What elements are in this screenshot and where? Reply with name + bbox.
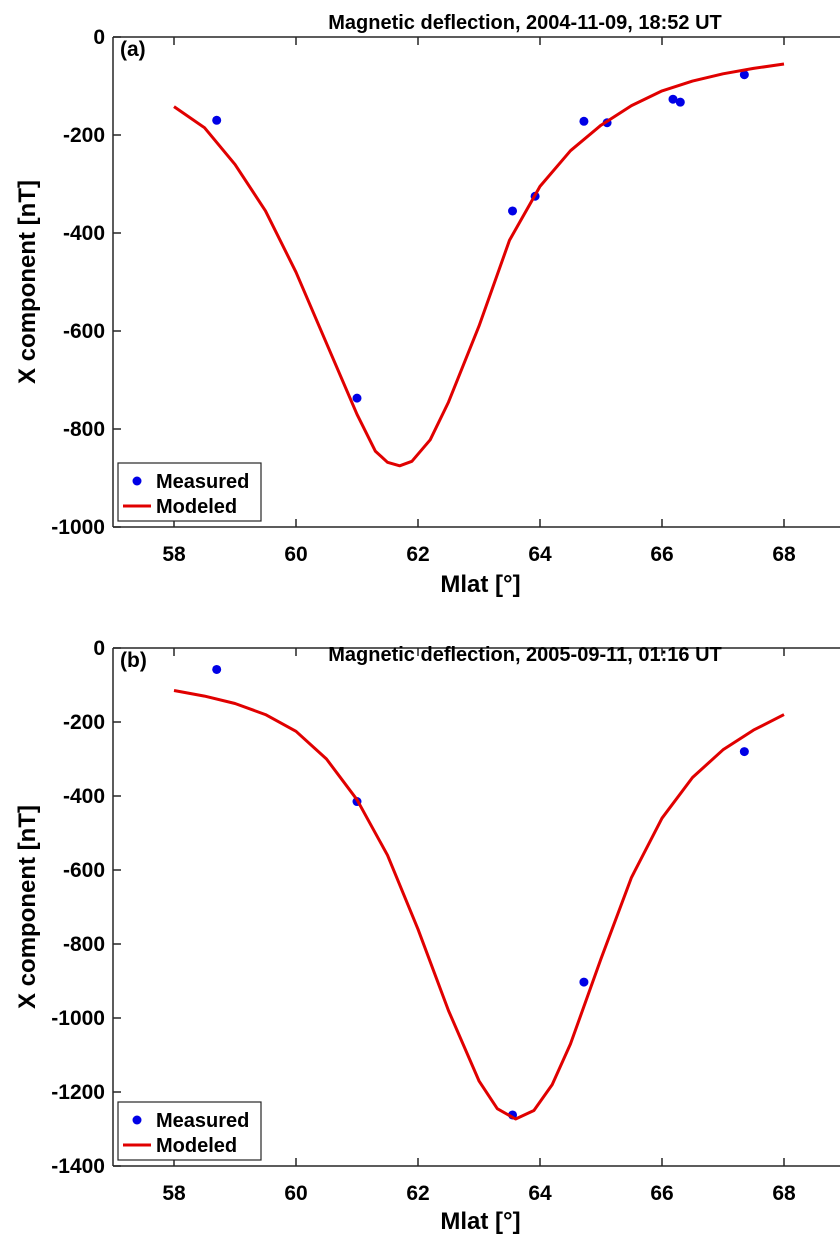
x-tick-label: 64 bbox=[528, 543, 552, 566]
x-axis-title: Mlat [°] bbox=[440, 1208, 520, 1235]
x-tick-label: 60 bbox=[284, 543, 307, 566]
y-tick-label: -400 bbox=[63, 785, 105, 808]
measured-point bbox=[739, 747, 749, 757]
legend-label: Measured bbox=[156, 1110, 249, 1132]
y-tick-label: -1000 bbox=[51, 1007, 105, 1030]
y-tick-label: 0 bbox=[93, 26, 105, 49]
chart-panel-b: 58 60 62 64 66 68 0 -200 -400 -600 -800 -1000 -1200 -… bbox=[14, 637, 840, 1235]
plot-title: Magnetic deflection, 2005-09-11, 01:16 U… bbox=[328, 644, 722, 666]
y-tick-label: -800 bbox=[63, 933, 105, 956]
measured-point bbox=[675, 97, 685, 107]
legend-marker-swatch bbox=[132, 1115, 142, 1125]
y-tick-label: 0 bbox=[93, 637, 105, 660]
modeled-curve bbox=[173, 689, 785, 1121]
y-tick-label: -200 bbox=[63, 124, 105, 147]
y-tick-label: -400 bbox=[63, 222, 105, 245]
measured-point bbox=[579, 977, 589, 987]
x-axis-title: Mlat [°] bbox=[440, 571, 520, 598]
x-tick-label: 58 bbox=[162, 543, 186, 566]
legend-marker-swatch bbox=[132, 476, 142, 486]
x-tick-label: 68 bbox=[772, 543, 796, 566]
x-tick-label: 68 bbox=[772, 1182, 796, 1205]
panel-label: (a) bbox=[120, 38, 146, 61]
legend-label: Modeled bbox=[156, 1135, 237, 1157]
legend-box bbox=[117, 462, 262, 522]
plot-title: Magnetic deflection, 2004-11-09, 18:52 U… bbox=[328, 12, 722, 34]
x-tick-label: 66 bbox=[650, 1182, 673, 1205]
measured-point bbox=[508, 206, 518, 216]
measured-point bbox=[739, 70, 749, 80]
x-tick-label: 60 bbox=[284, 1182, 307, 1205]
x-tick-label: 62 bbox=[406, 543, 429, 566]
measured-point bbox=[352, 393, 362, 403]
chart-panel-a: 58 60 62 64 66 68 0 -200 -400 -600 -800 -1000 Magnet… bbox=[14, 12, 840, 598]
x-tick-label: 66 bbox=[650, 543, 673, 566]
y-tick-label: -600 bbox=[63, 320, 105, 343]
x-tick-label: 58 bbox=[162, 1182, 186, 1205]
measured-point bbox=[579, 116, 589, 126]
x-tick-label: 64 bbox=[528, 1182, 552, 1205]
legend-label: Measured bbox=[156, 471, 249, 493]
legend-box bbox=[117, 1101, 262, 1161]
modeled-curve bbox=[173, 62, 785, 468]
y-tick-label: -1400 bbox=[51, 1155, 105, 1178]
y-axis-title: X component [nT] bbox=[14, 180, 41, 384]
legend-label: Modeled bbox=[156, 496, 237, 518]
measured-point bbox=[668, 94, 678, 104]
y-tick-label: -1000 bbox=[51, 516, 105, 539]
panel-label: (b) bbox=[120, 649, 147, 672]
measured-point bbox=[212, 115, 222, 125]
y-tick-label: -1200 bbox=[51, 1081, 105, 1104]
y-tick-label: -200 bbox=[63, 711, 105, 734]
measured-point bbox=[212, 664, 222, 674]
y-tick-label: -600 bbox=[63, 859, 105, 882]
y-axis-title: X component [nT] bbox=[14, 805, 41, 1009]
x-tick-label: 62 bbox=[406, 1182, 429, 1205]
y-tick-label: -800 bbox=[63, 418, 105, 441]
